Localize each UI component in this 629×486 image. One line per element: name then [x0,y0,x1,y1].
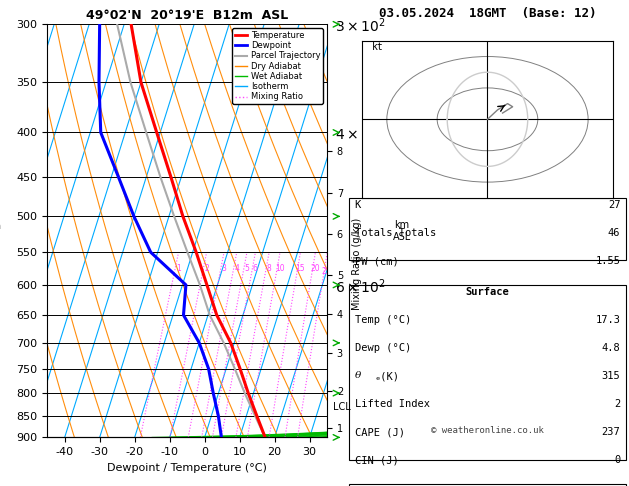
Text: 2: 2 [614,399,620,409]
Text: 0: 0 [614,455,620,466]
Text: 3: 3 [221,264,226,273]
Text: CIN (J): CIN (J) [355,455,398,466]
Text: 4: 4 [235,264,239,273]
Text: Mixing Ratio (g/kg): Mixing Ratio (g/kg) [352,218,362,310]
Text: 10: 10 [276,264,285,273]
Text: ₑ(K): ₑ(K) [374,371,399,381]
Text: 27: 27 [608,200,620,210]
Text: 03.05.2024  18GMT  (Base: 12): 03.05.2024 18GMT (Base: 12) [379,7,596,20]
Text: Totals Totals: Totals Totals [355,228,436,238]
Text: 25: 25 [322,267,331,277]
Text: 237: 237 [601,427,620,437]
Y-axis label: hPa: hPa [0,221,1,231]
Text: θ: θ [355,371,361,380]
Text: 20: 20 [311,264,320,273]
X-axis label: Dewpoint / Temperature (°C): Dewpoint / Temperature (°C) [107,463,267,473]
Y-axis label: km
ASL: km ASL [393,220,411,242]
Text: Temp (°C): Temp (°C) [355,315,411,325]
Title: 49°02'N  20°19'E  B12m  ASL: 49°02'N 20°19'E B12m ASL [86,9,288,22]
Legend: Temperature, Dewpoint, Parcel Trajectory, Dry Adiabat, Wet Adiabat, Isotherm, Mi: Temperature, Dewpoint, Parcel Trajectory… [233,29,323,104]
Text: 17.3: 17.3 [595,315,620,325]
Text: CAPE (J): CAPE (J) [355,427,404,437]
Text: 46: 46 [608,228,620,238]
Text: LCL: LCL [333,402,350,412]
Text: K: K [355,200,361,210]
Text: Lifted Index: Lifted Index [355,399,430,409]
Text: 6: 6 [253,264,258,273]
Text: PW (cm): PW (cm) [355,256,398,266]
Text: 5: 5 [245,264,249,273]
Text: 315: 315 [601,371,620,381]
Bar [349,285,626,460]
Bar [349,485,626,486]
Text: Surface: Surface [465,287,509,297]
Text: 4.8: 4.8 [601,343,620,353]
Text: © weatheronline.co.uk: © weatheronline.co.uk [431,426,544,435]
Text: 15: 15 [296,264,305,273]
Text: 2: 2 [204,264,209,273]
Text: Dewp (°C): Dewp (°C) [355,343,411,353]
Text: kt: kt [372,42,384,52]
Bar [349,198,626,260]
Text: 8: 8 [267,264,272,273]
Text: 1: 1 [176,264,181,273]
Text: 1.55: 1.55 [595,256,620,266]
